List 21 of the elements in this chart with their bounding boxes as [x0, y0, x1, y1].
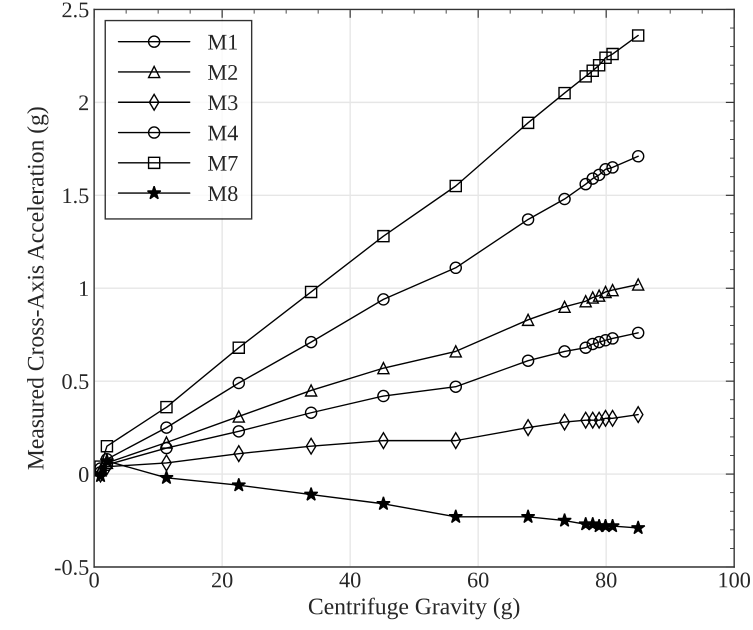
y-tick-label: 1.5 — [63, 188, 88, 204]
y-tick-label: -0.5 — [54, 560, 88, 576]
x-tick-label: 60 — [468, 572, 488, 588]
x-tick-label: 0 — [89, 572, 99, 588]
y-tick-label: 0.5 — [62, 374, 88, 390]
y-tick-label: 2.5 — [62, 2, 88, 18]
legend-label: M7 — [208, 156, 238, 171]
legend-label: M1 — [208, 34, 237, 50]
x-axis-title: Centrifuge Gravity (g) — [308, 598, 520, 620]
y-axis-title: Measured Cross-Axis Acceleration (g) — [27, 107, 49, 470]
x-tick-label: 100 — [719, 572, 750, 588]
legend-label: M8 — [208, 186, 238, 202]
y-tick-label: 2 — [79, 95, 88, 110]
legend-label: M3 — [208, 95, 238, 110]
y-tick-label: 0 — [79, 467, 88, 482]
x-tick-label: 80 — [596, 572, 616, 588]
y-tick-label: 1 — [80, 281, 88, 296]
legend-label: M4 — [208, 126, 238, 140]
legend-label: M2 — [208, 65, 238, 80]
x-tick-label: 20 — [212, 572, 232, 588]
x-tick-label: 40 — [339, 572, 360, 588]
